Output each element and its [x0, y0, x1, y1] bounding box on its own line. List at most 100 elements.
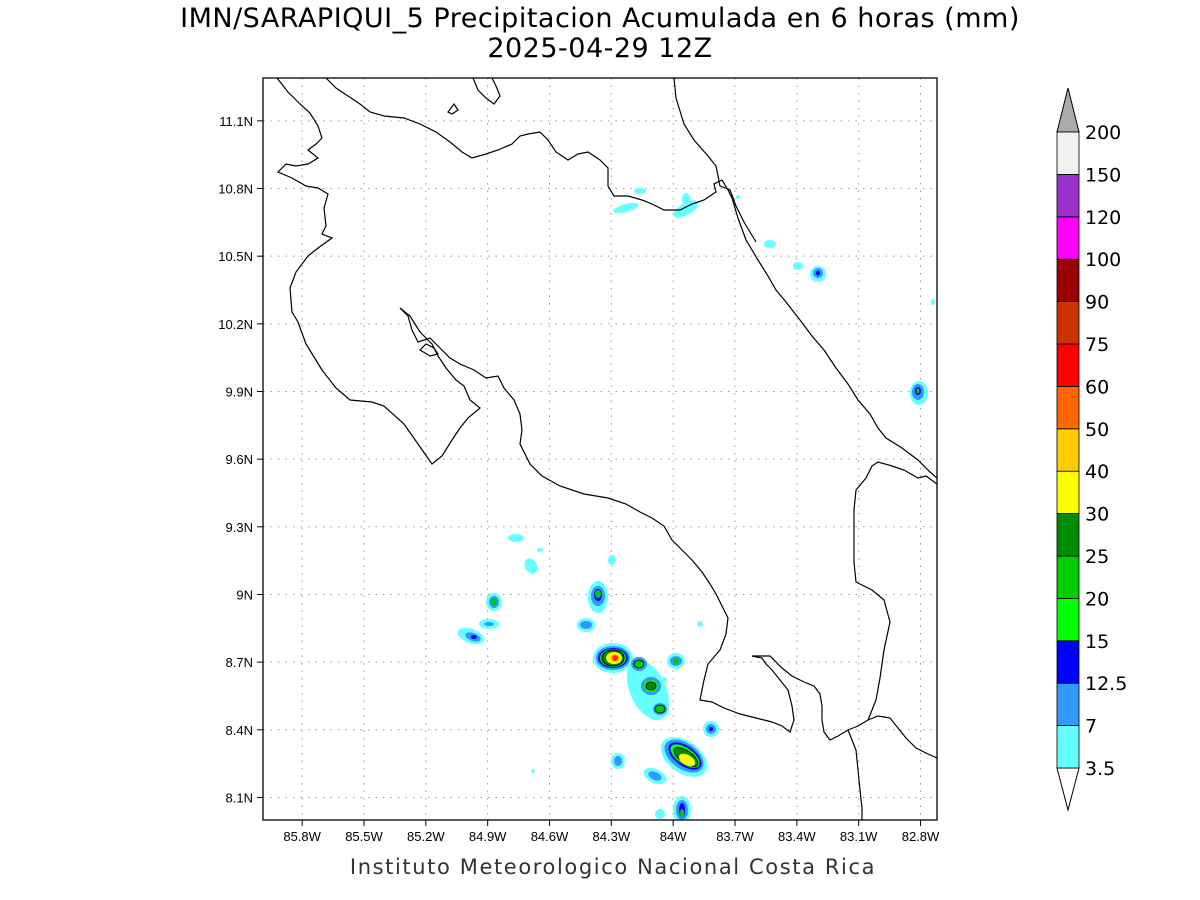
lat-tick-label: 9.6N — [226, 452, 253, 467]
colorbar-level-label: 12.5 — [1085, 673, 1127, 695]
rain-cell — [645, 681, 657, 691]
rain-cell — [608, 555, 616, 565]
axis-labels: 85.8W 85.5W 85.2W 84.9W 84.6W 84.3W 84W 83.7W 83… — [218, 114, 940, 844]
colorbar-swatch — [1056, 682, 1080, 727]
lon-tick-label: 85.8W — [283, 829, 321, 844]
colorbar-over-arrow — [1056, 87, 1080, 133]
rain-cell — [471, 635, 477, 639]
map-title-block: IMN/SARAPIQUI_5 Precipitacion Acumulada … — [0, 4, 1200, 64]
colorbar-level-label: 25 — [1085, 546, 1109, 568]
colorbar-swatch — [1056, 131, 1080, 175]
colorbar-level-label: 75 — [1085, 334, 1109, 356]
rain-cell — [816, 270, 820, 276]
colorbar: 3.5 7 12.5 15 20 25 30 40 50 60 75 90 100 120 150 200 — [1056, 87, 1127, 812]
lon-tick-label: 84.9W — [469, 829, 507, 844]
nicaragua-border-and-north-coast — [276, 78, 481, 465]
rain-cell — [736, 195, 740, 199]
lon-tick-label: 85.5W — [345, 829, 383, 844]
rain-cell — [508, 534, 524, 542]
lat-tick-label: 9.3N — [226, 520, 253, 535]
rain-cell — [595, 590, 601, 598]
colorbar-swatch — [1056, 513, 1080, 557]
rain-cell — [633, 659, 645, 669]
lon-tick-label: 82.8W — [902, 829, 940, 844]
lat-tick-label: 10.5N — [218, 249, 253, 264]
lon-tick-label: 85.2W — [407, 829, 445, 844]
colorbar-level-label: 50 — [1085, 419, 1109, 441]
colorbar-level-label: 200 — [1085, 122, 1121, 144]
rain-cell — [697, 621, 703, 627]
map-title: IMN/SARAPIQUI_5 Precipitacion Acumulada … — [180, 3, 1020, 34]
rain-cell — [612, 655, 618, 661]
graticule — [263, 78, 937, 820]
rain-cell — [484, 622, 494, 626]
rain-cell — [531, 769, 535, 773]
lat-tick-label: 8.7N — [226, 655, 253, 670]
rain-cell — [613, 202, 639, 214]
rain-cell — [654, 704, 666, 714]
lat-tick-label: 10.8N — [218, 182, 253, 197]
rain-cell — [680, 809, 684, 817]
rain-cell — [491, 598, 497, 606]
colorbar-level-label: 20 — [1085, 588, 1109, 610]
colorbar-level-label: 7 — [1085, 716, 1097, 738]
nicoya-gulf-coast — [399, 307, 937, 759]
rain-cell — [673, 200, 699, 218]
coastline — [276, 78, 937, 820]
colorbar-swatch — [1056, 598, 1080, 642]
lat-tick-label: 9.9N — [226, 384, 253, 399]
caribbean-coast — [325, 78, 937, 479]
rain-cell — [793, 262, 803, 270]
colorbar-swatch — [1056, 216, 1080, 260]
rain-cell — [682, 193, 690, 205]
rain-cell — [537, 548, 543, 552]
rain-cell — [648, 771, 662, 781]
colorbar-swatch — [1056, 385, 1080, 430]
colorbar-swatch — [1056, 258, 1080, 303]
rain-cell — [655, 809, 665, 819]
lat-tick-label: 8.1N — [226, 790, 253, 805]
lon-tick-label: 83.4W — [778, 829, 816, 844]
rain-cell — [709, 727, 713, 731]
precipitation-field — [457, 188, 935, 820]
colorbar-level-label: 120 — [1085, 207, 1121, 229]
rain-cell — [673, 658, 679, 664]
lat-tick-label: 11.1N — [219, 114, 253, 129]
colorbar-level-label: 30 — [1085, 504, 1109, 526]
colorbar-swatch — [1056, 301, 1080, 345]
colorbar-swatch — [1056, 470, 1080, 515]
colorbar-swatch — [1056, 173, 1080, 218]
san-juan-river — [673, 78, 757, 243]
rain-cell — [916, 388, 920, 394]
rain-cell — [524, 558, 538, 574]
colorbar-level-label: 60 — [1085, 376, 1109, 398]
colorbar-swatch — [1056, 725, 1080, 769]
lon-tick-label: 84W — [660, 829, 687, 844]
panama-border — [847, 461, 937, 820]
rain-cell — [678, 753, 696, 767]
lon-tick-label: 83.1W — [840, 829, 878, 844]
lon-tick-label: 84.6W — [531, 829, 569, 844]
colorbar-swatch — [1056, 640, 1080, 684]
colorbar-level-label: 15 — [1085, 631, 1109, 653]
colorbar-under-arrow — [1056, 767, 1080, 812]
rain-cell — [661, 677, 667, 683]
nicaragua-lake-shore — [472, 78, 501, 105]
lon-tick-label: 84.3W — [593, 829, 631, 844]
rain-cell — [764, 240, 776, 248]
map-subtitle: 2025-04-29 12Z — [487, 33, 713, 64]
colorbar-swatch — [1056, 555, 1080, 599]
rain-cell — [931, 299, 935, 305]
credit-line: Instituto Meteorologico Nacional Costa R… — [349, 855, 877, 879]
rain-cell — [580, 621, 592, 629]
colorbar-level-label: 90 — [1085, 292, 1109, 314]
rain-cell — [614, 756, 622, 766]
colorbar-swatch — [1056, 343, 1080, 387]
colorbar-level-label: 150 — [1085, 164, 1121, 186]
rain-cell — [634, 188, 646, 194]
lat-tick-label: 8.4N — [226, 723, 253, 738]
colorbar-level-label: 40 — [1085, 461, 1109, 483]
colorbar-swatch — [1056, 428, 1080, 472]
lat-tick-label: 10.2N — [218, 317, 253, 332]
